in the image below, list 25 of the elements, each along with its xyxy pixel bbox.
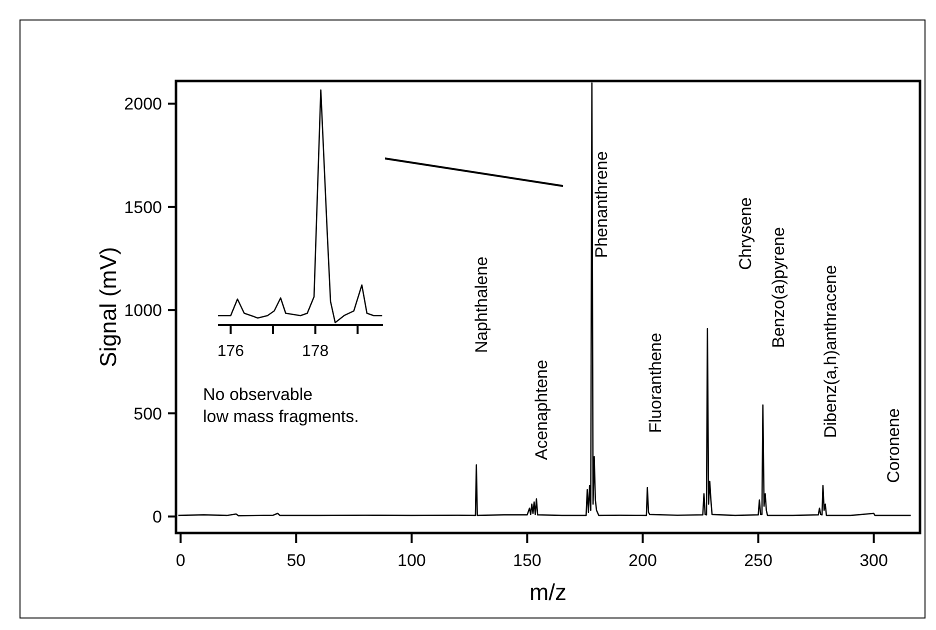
annotation: Acenaphtene (532, 360, 551, 460)
annotation: Dibenz(a,h)anthracene (821, 265, 840, 438)
x-tick-label: 100 (397, 551, 426, 570)
x-tick-label: 176 (217, 343, 244, 360)
y-tick-label: 500 (134, 404, 162, 424)
x-tick-label: 250 (744, 551, 772, 570)
annotation: Coronene (884, 408, 903, 483)
annotation: Benzo(a)pyrene (769, 227, 788, 348)
y-tick-label: 0 (152, 507, 162, 526)
annotation: Chrysene (736, 197, 755, 270)
y-tick-label: 1500 (124, 198, 162, 217)
x-tick-label: 200 (628, 551, 657, 570)
x-axis-title: m/z (529, 579, 567, 605)
x-tick-label: 0 (176, 551, 186, 570)
annotation: Fluoranthene (646, 332, 665, 433)
x-tick-label: 300 (860, 551, 888, 570)
x-tick-label: 50 (286, 551, 306, 570)
x-tick-label: 178 (302, 343, 329, 360)
x-tick-label: 150 (513, 551, 542, 570)
y-tick-label: 1000 (124, 301, 162, 320)
annotation: No observable low mass fragments. (203, 385, 359, 426)
y-tick-label: 2000 (124, 94, 162, 114)
annotation: Phenanthrene (592, 151, 611, 258)
annotation: Naphthalene (472, 256, 491, 353)
y-axis-title: Signal (mV) (95, 246, 121, 368)
